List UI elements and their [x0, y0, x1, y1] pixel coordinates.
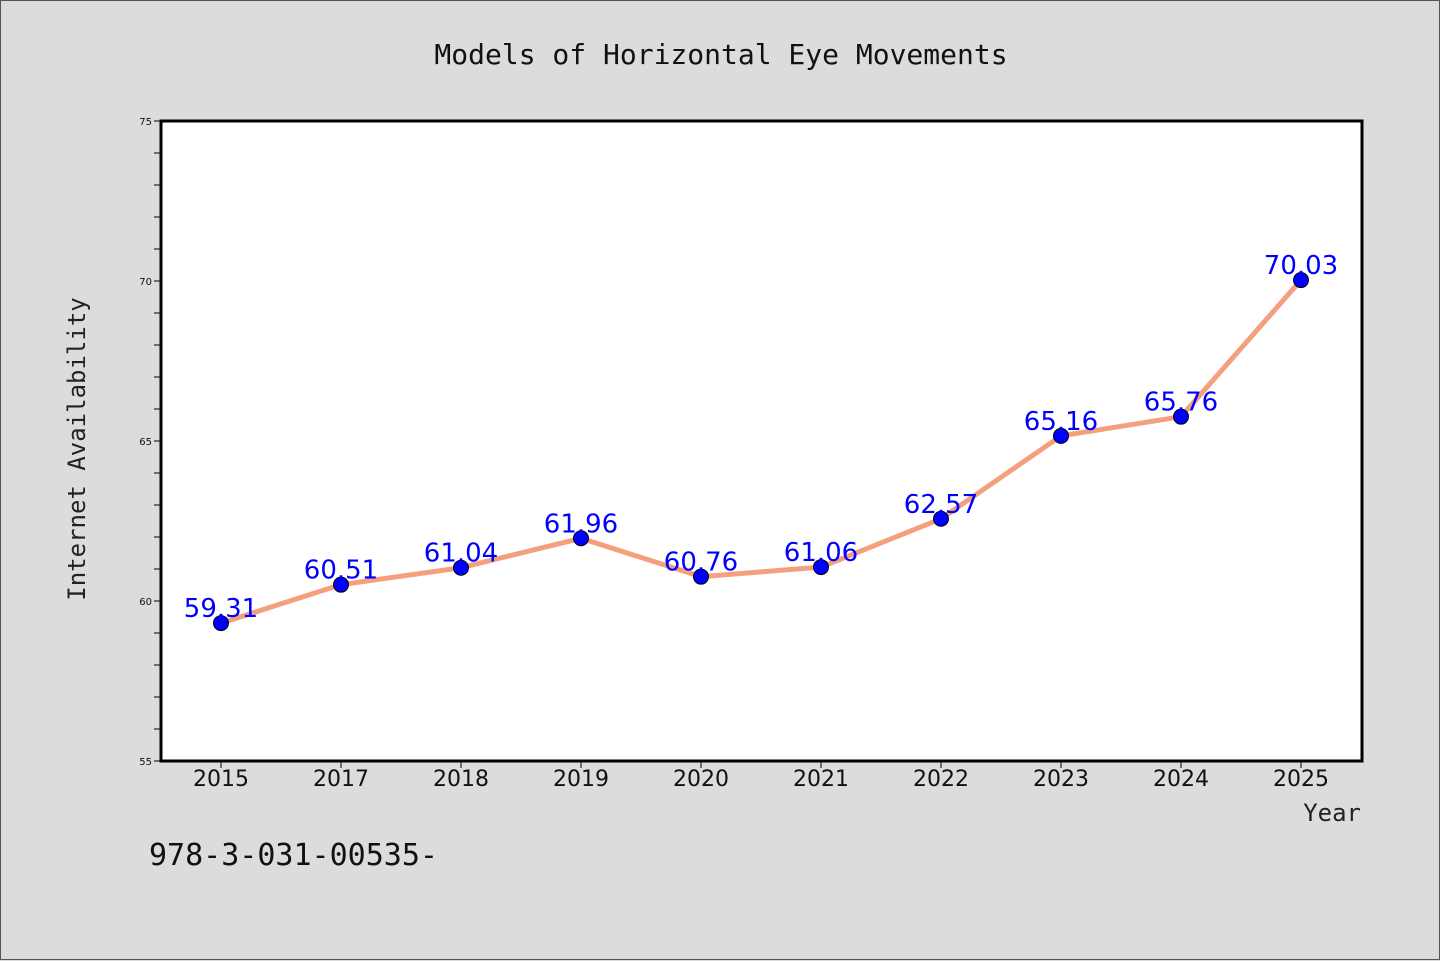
x-tick-label: 2017	[313, 767, 369, 792]
plot-area	[159, 119, 1364, 763]
x-tick-label: 2021	[793, 767, 849, 792]
data-label: 62.57	[904, 490, 978, 520]
data-label: 60.76	[664, 548, 738, 578]
x-axis-label: Year	[1303, 799, 1361, 827]
data-label: 59.31	[184, 594, 258, 624]
chart-title: Models of Horizontal Eye Movements	[434, 38, 1007, 71]
y-axis-label: Internet Availability	[63, 297, 91, 600]
x-axis: 2015 2017 2018 2019 2020 2021 2022 2023 2024 2025	[193, 761, 1329, 792]
x-tick-label: 2023	[1033, 767, 1089, 792]
y-axis: 55 60 65 70 75	[139, 117, 161, 768]
data-label: 61.06	[784, 538, 858, 568]
data-point	[333, 576, 349, 593]
y-tick-label: 75	[139, 117, 152, 128]
y-tick-label: 60	[139, 597, 152, 608]
data-label: 65.76	[1144, 388, 1218, 418]
data-labels: 59.31 60.51 61.04 61.96 60.76 61.06 62.57 65.16…	[184, 251, 1338, 624]
data-label: 65.16	[1024, 407, 1098, 437]
x-tick-label: 2015	[193, 767, 249, 792]
footnote-text: 978-3-031-00535-	[149, 838, 438, 873]
data-point	[693, 568, 709, 585]
data-point	[933, 510, 949, 527]
x-tick-label: 2022	[913, 767, 969, 792]
series-polyline	[220, 278, 1303, 626]
y-tick-label: 55	[139, 757, 152, 768]
y-tick-label: 70	[139, 277, 152, 288]
data-point	[1053, 427, 1069, 444]
series-line	[213, 272, 1309, 632]
data-point	[1293, 272, 1309, 289]
data-label: 70.03	[1264, 251, 1338, 281]
x-tick-label: 2024	[1153, 767, 1209, 792]
data-point	[213, 615, 229, 632]
data-label: 60.51	[304, 556, 378, 586]
y-tick-label: 65	[139, 437, 152, 448]
data-label: 61.96	[544, 509, 618, 539]
x-tick-label: 2025	[1273, 767, 1329, 792]
x-tick-label: 2019	[553, 767, 609, 792]
x-tick-label: 2018	[433, 767, 489, 792]
data-point	[573, 530, 589, 547]
data-point	[453, 559, 469, 576]
data-label: 61.04	[424, 539, 498, 569]
x-tick-label: 2020	[673, 767, 729, 792]
data-point	[1173, 408, 1189, 425]
data-point	[813, 559, 829, 576]
